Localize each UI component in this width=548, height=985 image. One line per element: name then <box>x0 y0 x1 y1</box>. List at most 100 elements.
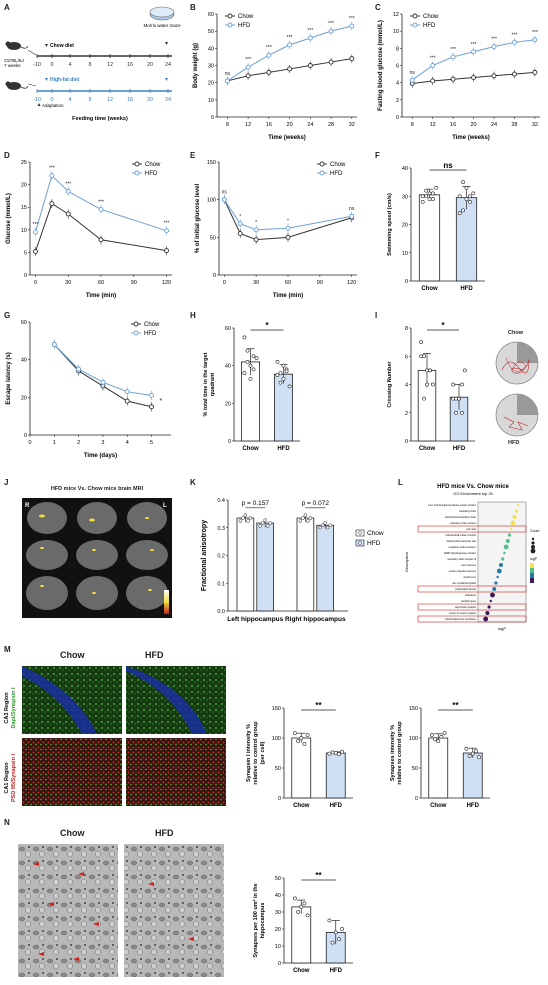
data-point-chow <box>285 234 291 240</box>
x-tick-label: Chow <box>293 968 310 974</box>
data-point-hfd <box>532 37 538 43</box>
chow-tick-label: 24 <box>165 62 171 68</box>
data-point <box>461 180 466 185</box>
x-tick-label: HFD <box>467 803 480 809</box>
y-axis-label: % of initial glucose level <box>195 183 201 253</box>
data-point <box>451 382 456 387</box>
m-row2-label: CA1 Region <box>4 762 10 794</box>
go-term-dot <box>490 592 495 598</box>
go-term-dot <box>499 563 503 567</box>
data-point <box>302 742 307 746</box>
data-point <box>281 363 286 368</box>
go-term-label: axon part <box>466 528 476 531</box>
data-point <box>296 910 300 914</box>
go-term-dot <box>496 568 502 574</box>
data-point <box>306 519 310 523</box>
legend-marker <box>358 531 362 535</box>
x-tick-label: 5 <box>150 440 153 446</box>
go-legend-logp-swatch <box>530 568 534 573</box>
go-highlight-box <box>417 615 527 623</box>
data-point <box>248 516 253 520</box>
x-tick-label: Right hippocampus <box>285 616 346 623</box>
data-point <box>278 380 283 385</box>
data-point-chow <box>287 66 293 72</box>
data-point <box>454 410 458 415</box>
y-tick-label: 8 <box>405 326 408 332</box>
go-term-dot <box>487 605 491 609</box>
x-tick-label: 24 <box>491 122 497 128</box>
data-point <box>467 754 472 758</box>
hfd-tick-label: -10 <box>33 97 41 103</box>
data-point-hfd <box>76 366 82 372</box>
data-point-hfd <box>285 225 291 231</box>
data-point-hfd <box>253 227 259 233</box>
data-point <box>422 396 426 401</box>
y-axis-label: hippocampus <box>260 903 266 939</box>
go-legend-count-dot <box>531 541 535 545</box>
y-axis-label: relative to control group <box>397 721 403 785</box>
significance-label: ns <box>222 190 228 196</box>
x-tick-label: 1 <box>53 440 56 446</box>
data-point <box>284 369 289 374</box>
significance-label: *** <box>532 30 538 36</box>
y-axis-label: % total time in the target <box>203 352 209 416</box>
data-point <box>442 731 447 736</box>
data-point-chow <box>430 78 436 84</box>
bar-hfd <box>256 522 275 612</box>
y-tick-label: 20 <box>225 401 231 407</box>
y-tick-label: 40 <box>208 46 214 52</box>
data-point-hfd <box>98 207 104 212</box>
bar-hfd <box>316 524 335 612</box>
go-term-label: dendritic spine <box>461 600 477 603</box>
hfd-timeline-ticks: -10 0 4 8 12 16 20 24 <box>33 89 171 103</box>
significance-label: * <box>265 321 269 330</box>
significance-label: * <box>239 214 241 220</box>
track-chow-label: Chow <box>508 330 523 336</box>
y-tick-label: 150 <box>409 706 418 712</box>
y-axis-label: Swimming speed (cm/s) <box>387 193 393 256</box>
legend-marker <box>134 161 140 167</box>
data-point-chow <box>450 76 456 82</box>
panel-label-l: L <box>398 478 403 487</box>
legend-marker <box>319 170 325 176</box>
data-point <box>327 918 332 923</box>
y-tick-label: 40 <box>21 358 27 364</box>
data-point-hfd <box>149 392 155 398</box>
chow-tick-label: -10 <box>33 62 41 68</box>
y-tick-label: 60 <box>21 320 27 326</box>
x-tick-label: 90 <box>131 280 137 286</box>
legend-marker <box>412 13 418 19</box>
y-tick-label: 5 <box>24 250 27 256</box>
go-term-label: mitochondrial inner membrane <box>445 618 477 621</box>
y-tick-label: 0.0 <box>217 609 225 615</box>
y-tick-label: 100 <box>207 198 216 204</box>
y-tick-label: 2 <box>405 411 408 417</box>
y-tick-label: 0 <box>228 439 231 445</box>
data-point-hfd <box>266 52 272 58</box>
x-tick-label: Chow <box>293 803 310 809</box>
y-tick-label: 40 <box>275 893 281 899</box>
chart-m2-synapses: 0 50 100 150 Synapses intensity % relative to… <box>390 701 490 809</box>
data-point-chow <box>124 398 130 404</box>
go-term-label: site of polarized growth <box>452 582 476 585</box>
x-tick-label: HFD <box>277 446 290 452</box>
data-point-hfd <box>65 188 71 194</box>
go-term-dot <box>483 616 489 622</box>
bar-chow <box>428 737 449 799</box>
m-row2-stain: PSD 95/Synapsin I <box>11 754 17 802</box>
y-tick-label: 8 <box>396 46 399 52</box>
y-tick-label: 4 <box>405 383 408 389</box>
data-point <box>337 937 341 942</box>
data-point <box>330 750 335 755</box>
data-point <box>245 348 250 353</box>
chart-g-escape-latency: 0 20 40 60 0 1 2 3 4 5 Time (days) Escape latency (… <box>6 320 171 459</box>
x-tick-label: 32 <box>532 122 538 128</box>
go-term-label: asymmetric synapse <box>455 606 477 609</box>
go-term-dot <box>510 520 516 526</box>
legend-marker <box>133 321 139 327</box>
y-axis-label: Fasting blood glucose (mmol/L) <box>378 20 384 111</box>
go-term-label: axon terminus <box>462 564 477 567</box>
y-tick-label: 12 <box>393 12 399 18</box>
panel-a-timeline: Morris water maze C57BL/6J 7 weeks -10 0 4… <box>4 6 181 122</box>
